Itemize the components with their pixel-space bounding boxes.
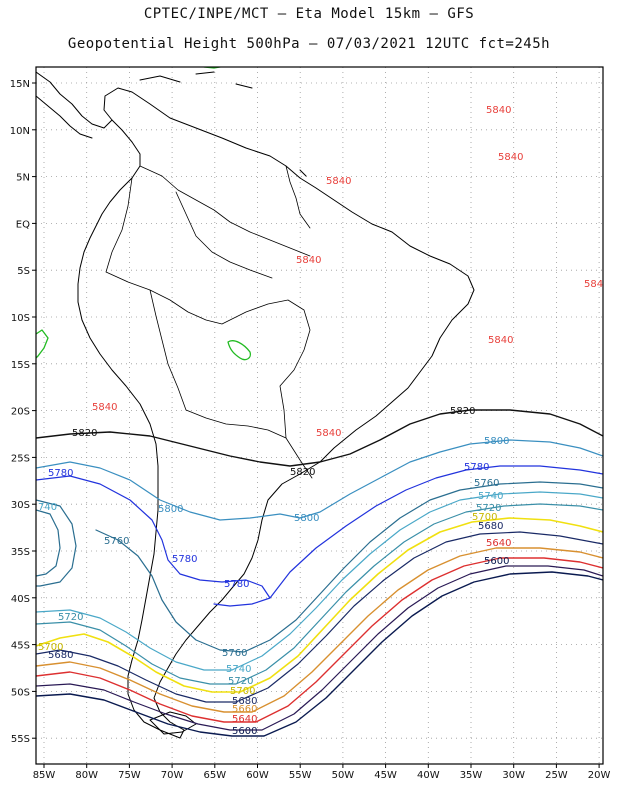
lon-tick-label: 70W bbox=[161, 770, 184, 781]
contour-label: 5820 bbox=[450, 406, 475, 417]
contour-label: 5840 bbox=[486, 105, 511, 116]
lat-tick-label: EQ bbox=[16, 219, 30, 230]
contour-5840 bbox=[36, 67, 603, 440]
lat-tick-label: 15N bbox=[10, 79, 30, 90]
contour-label: 5780 bbox=[48, 468, 73, 479]
lon-tick-label: 75W bbox=[118, 770, 141, 781]
contour-label: 5760 bbox=[104, 536, 129, 547]
contour-label: 5720 bbox=[58, 612, 83, 623]
contour-label: 5700 bbox=[38, 642, 63, 653]
longitude-labels: 85W 80W 75W 70W 65W 60W 55W 50W 45W 40W 35W 30W 25W 2… bbox=[33, 770, 611, 781]
lat-tick-label: 35S bbox=[11, 547, 30, 558]
central-america-coastline bbox=[36, 71, 113, 139]
lat-tick-label: 10S bbox=[11, 313, 30, 324]
contour-label: 5840 bbox=[92, 402, 117, 413]
lat-tick-label: 5N bbox=[16, 173, 30, 184]
contour-label: 5800 bbox=[294, 513, 319, 524]
lon-tick-label: 65W bbox=[203, 770, 226, 781]
contour-label: 5740 bbox=[478, 491, 503, 502]
lon-tick-label: 25W bbox=[545, 770, 568, 781]
contour-label: 5840 bbox=[498, 152, 523, 163]
plot-frame bbox=[35, 66, 604, 765]
lon-tick-label: 80W bbox=[75, 770, 98, 781]
contour-label: 5820 bbox=[72, 428, 97, 439]
contour-label: 740 bbox=[38, 502, 57, 513]
contour-label: 5800 bbox=[158, 504, 183, 515]
contour-label: 5800 bbox=[484, 436, 509, 447]
lon-tick-label: 40W bbox=[417, 770, 440, 781]
lon-tick-label: 60W bbox=[246, 770, 269, 781]
contour-green-pacific bbox=[36, 329, 49, 359]
contour-5720 bbox=[36, 503, 603, 685]
axis-ticks bbox=[32, 82, 600, 768]
contour-5800 bbox=[36, 439, 603, 521]
contour-label: 5780 bbox=[224, 579, 249, 590]
contour-label: 5840 bbox=[326, 176, 351, 187]
lon-tick-label: 55W bbox=[289, 770, 312, 781]
contour-label: 5680 bbox=[478, 521, 503, 532]
lat-tick-label: 10N bbox=[10, 126, 30, 137]
chart-title-line1: CPTEC/INPE/MCT – Eta Model 15km – GFS bbox=[143, 6, 475, 22]
contour-green-bolivia bbox=[227, 340, 252, 361]
contour-label: 584 bbox=[584, 279, 603, 290]
contour-5820 bbox=[36, 409, 603, 467]
lon-tick-label: 20W bbox=[588, 770, 611, 781]
lat-tick-label: 20S bbox=[11, 407, 30, 418]
caribbean-islands bbox=[139, 71, 307, 177]
contour-label: 5660 bbox=[232, 704, 257, 715]
contour-label: 5840 bbox=[316, 428, 341, 439]
lon-tick-label: 30W bbox=[502, 770, 525, 781]
contour-5740 bbox=[36, 491, 603, 671]
contour-label: 5780 bbox=[464, 462, 489, 473]
lat-tick-label: 30S bbox=[11, 500, 30, 511]
contour-5680 bbox=[36, 531, 603, 703]
contour-label: 5760 bbox=[222, 648, 247, 659]
contour-5700 bbox=[36, 517, 603, 693]
lon-tick-label: 50W bbox=[332, 770, 355, 781]
contour-label: 5680 bbox=[48, 650, 73, 661]
lon-tick-label: 45W bbox=[374, 770, 397, 781]
contour-label: 5780 bbox=[172, 554, 197, 565]
lat-tick-label: 25S bbox=[11, 453, 30, 464]
lat-tick-label: 15S bbox=[11, 360, 30, 371]
lat-tick-label: 50S bbox=[11, 687, 30, 698]
contour-5600 bbox=[36, 571, 603, 737]
contour-5640 bbox=[36, 557, 603, 723]
contour-label: 5680 bbox=[232, 696, 257, 707]
map-grid bbox=[36, 67, 603, 764]
contour-5760 bbox=[36, 481, 603, 653]
contour-label: 5700 bbox=[472, 512, 497, 523]
contour-5660 bbox=[36, 547, 603, 713]
contour-label: 5820 bbox=[290, 467, 315, 478]
latitude-labels: 15N 10N 5N EQ 5S 10S 15S 20S 25S 30S 35S 40S 45S 50S 5… bbox=[10, 79, 30, 745]
lat-tick-label: 45S bbox=[11, 641, 30, 652]
contour-label: 5600 bbox=[484, 556, 509, 567]
contour-label: 5600 bbox=[232, 726, 257, 737]
contour-label: 5840 bbox=[296, 255, 321, 266]
contour-label: 5700 bbox=[230, 686, 255, 697]
contour-label: 5720 bbox=[228, 676, 253, 687]
contour-label: 5760 bbox=[474, 478, 499, 489]
contour-5780 bbox=[36, 465, 603, 607]
lon-tick-label: 35W bbox=[460, 770, 483, 781]
contour-label: 5640 bbox=[232, 714, 257, 725]
lon-tick-label: 85W bbox=[33, 770, 56, 781]
contour-label: 5740 bbox=[226, 664, 251, 675]
contour-labels: 5840 5840 5840 5840 584 5840 5840 5840 5… bbox=[38, 105, 603, 737]
contour-5620 bbox=[36, 565, 603, 731]
lat-tick-label: 55S bbox=[11, 734, 30, 745]
contour-label: 5720 bbox=[476, 503, 501, 514]
lat-tick-label: 40S bbox=[11, 594, 30, 605]
south-america-coastline bbox=[77, 87, 475, 739]
country-borders bbox=[105, 165, 313, 479]
contour-label: 5840 bbox=[488, 335, 513, 346]
contour-label: 5640 bbox=[486, 538, 511, 549]
chart-title-line2: Geopotential Height 500hPa – 07/03/2021 … bbox=[67, 36, 551, 52]
lat-tick-label: 5S bbox=[17, 266, 30, 277]
